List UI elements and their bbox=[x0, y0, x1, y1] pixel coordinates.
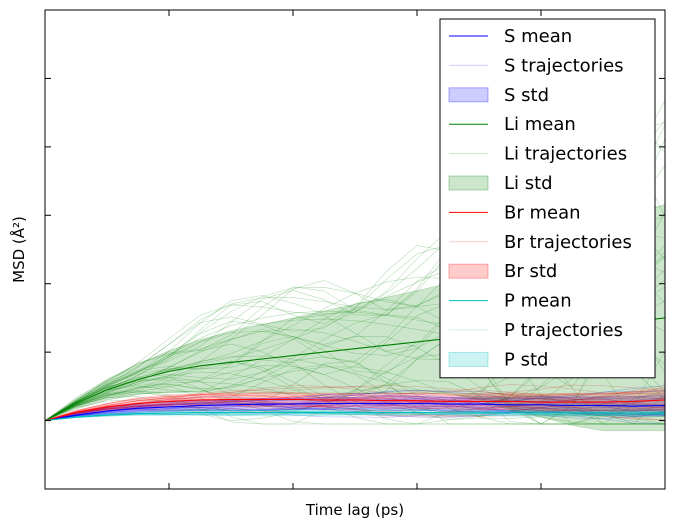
trajectory-line bbox=[45, 384, 665, 421]
trajectory-line bbox=[45, 315, 665, 425]
mean-line-2 bbox=[45, 398, 665, 422]
legend-label: S trajectories bbox=[504, 55, 624, 76]
legend-label: Br mean bbox=[504, 202, 581, 223]
trajectory-line bbox=[45, 353, 665, 425]
legend-label: Br std bbox=[504, 261, 557, 282]
legend-swatch bbox=[448, 351, 489, 367]
trajectory-line bbox=[45, 323, 665, 425]
trajectory-line bbox=[45, 385, 665, 425]
legend-box bbox=[439, 18, 656, 379]
legend-swatch bbox=[448, 263, 489, 279]
legend-label: Li trajectories bbox=[504, 144, 627, 165]
trajectory-line bbox=[45, 412, 665, 421]
mean-line-3 bbox=[45, 411, 665, 422]
trajectory-line bbox=[45, 381, 665, 425]
legend-label: P mean bbox=[504, 291, 572, 312]
legend-swatch bbox=[448, 175, 489, 191]
y-axis-label: MSD (Å²) bbox=[9, 216, 28, 283]
trajectory-line bbox=[45, 398, 665, 421]
trajectory-line bbox=[45, 404, 665, 421]
trajectory-line bbox=[45, 405, 665, 421]
trajectory-line bbox=[45, 385, 665, 421]
trajectory-line bbox=[45, 380, 665, 425]
trajectory-line bbox=[45, 402, 665, 421]
trajectory-line bbox=[45, 394, 665, 421]
trajectory-line bbox=[45, 393, 665, 421]
trajectory-line bbox=[45, 405, 665, 421]
trajectory-line bbox=[45, 391, 665, 425]
trajectory-line bbox=[45, 402, 665, 421]
trajectory-line bbox=[45, 408, 665, 421]
trajectory-line bbox=[45, 405, 665, 421]
trajectory-line bbox=[45, 286, 665, 421]
trajectory-line bbox=[45, 410, 665, 425]
trajectory-line bbox=[45, 397, 665, 421]
legend-label: Br trajectories bbox=[504, 232, 632, 253]
legend-label: P std bbox=[504, 349, 548, 370]
trajectory-line bbox=[45, 401, 665, 421]
legend-label: P trajectories bbox=[504, 320, 623, 341]
trajectory-line bbox=[45, 408, 665, 421]
trajectory-line bbox=[45, 413, 665, 421]
trajectory-line bbox=[45, 413, 665, 421]
trajectory-line bbox=[45, 396, 665, 421]
trajectory-line bbox=[45, 366, 665, 425]
legend-label: S std bbox=[504, 85, 549, 106]
trajectory-line bbox=[45, 392, 665, 425]
axis-ticks bbox=[45, 10, 665, 489]
legend-label: Li mean bbox=[504, 114, 576, 135]
legend-swatch bbox=[448, 87, 489, 103]
trajectory-line bbox=[45, 407, 665, 421]
trajectory-line bbox=[45, 385, 665, 421]
trajectory-line bbox=[45, 395, 665, 421]
axes-frame bbox=[44, 9, 666, 490]
trajectory-line bbox=[45, 413, 665, 421]
trajectory-line bbox=[45, 390, 665, 421]
trajectory-line bbox=[45, 384, 665, 421]
trajectory-line bbox=[45, 255, 665, 421]
x-axis-label: Time lag (ps) bbox=[305, 501, 404, 519]
trajectory-line bbox=[45, 400, 665, 421]
legend-label: S mean bbox=[504, 26, 572, 47]
mean-line-0 bbox=[45, 402, 665, 422]
trajectory-line bbox=[45, 393, 665, 421]
std-band-2 bbox=[45, 389, 665, 421]
trajectory-line bbox=[45, 389, 665, 421]
legend: S mean S trajectories S std Li mean Li traje… bbox=[439, 18, 656, 379]
legend-label: Li std bbox=[504, 173, 553, 194]
trajectory-line bbox=[45, 332, 665, 425]
trajectory-line bbox=[45, 406, 665, 421]
